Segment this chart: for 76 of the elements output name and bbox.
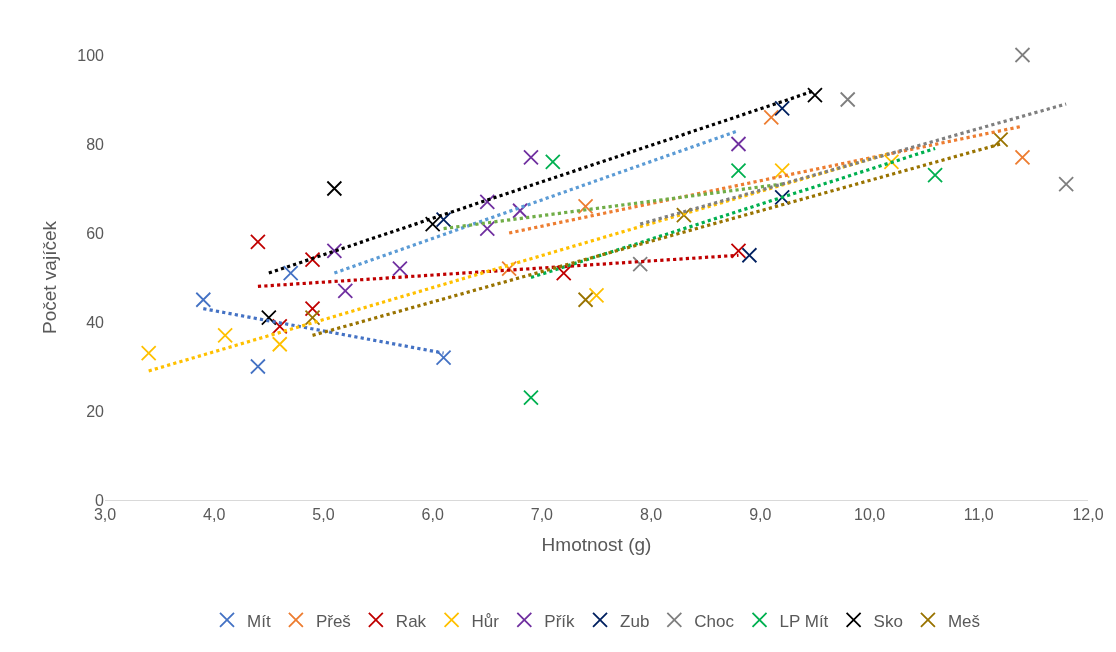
- point: [577, 291, 594, 308]
- x-tick-label: 11,0: [963, 506, 994, 524]
- legend-label: Hůr: [471, 611, 500, 631]
- x-tick-label: 9,0: [749, 506, 772, 524]
- point: [435, 211, 452, 228]
- point: [730, 242, 747, 259]
- point: [140, 345, 157, 362]
- y-tick-label: 60: [86, 224, 105, 242]
- point: [763, 109, 780, 126]
- point: [479, 193, 496, 210]
- legend-label: LP Mít: [779, 611, 829, 631]
- point: [927, 167, 943, 184]
- point: [392, 260, 408, 277]
- point: [741, 247, 758, 264]
- point: [479, 220, 496, 237]
- point: [632, 256, 649, 273]
- point: [774, 100, 791, 117]
- point: [1014, 149, 1031, 166]
- point: [250, 358, 266, 375]
- x-tick-label: 12,0: [1072, 506, 1104, 524]
- x-tick-label: 3,0: [93, 506, 117, 524]
- point: [1058, 176, 1075, 192]
- legend-label: Sko: [873, 611, 903, 631]
- point: [304, 251, 321, 268]
- x-tick-label: 5,0: [312, 506, 335, 524]
- point: [588, 287, 605, 304]
- legend-label: Choc: [694, 611, 735, 631]
- point: [992, 131, 1009, 148]
- point: [577, 198, 594, 215]
- point: [883, 153, 900, 170]
- y-tick-label: 80: [86, 135, 105, 153]
- y-tick-label: 0: [95, 491, 105, 509]
- y-tick-label: 40: [86, 313, 105, 331]
- point: [250, 234, 266, 250]
- point: [217, 327, 234, 344]
- x-tick-label: 10,0: [853, 506, 886, 524]
- point: [271, 318, 288, 335]
- point: [807, 87, 823, 103]
- point: [326, 180, 343, 197]
- legend-label: Mít: [247, 611, 271, 631]
- point: [501, 260, 518, 277]
- point: [271, 336, 288, 353]
- point: [774, 162, 791, 179]
- point: [730, 162, 747, 179]
- point: [304, 300, 321, 317]
- legend-label: Meš: [947, 611, 981, 631]
- point: [435, 349, 452, 366]
- point: [544, 153, 561, 170]
- legend-label: Zub: [620, 611, 650, 631]
- point: [730, 136, 747, 152]
- point: [337, 282, 354, 299]
- legend-label: Přík: [544, 611, 576, 631]
- point: [523, 149, 539, 166]
- point: [282, 265, 299, 281]
- x-tick-label: 4,0: [203, 506, 226, 524]
- legend-label: Rak: [395, 611, 427, 631]
- x-tick-label: 8,0: [639, 506, 663, 524]
- point: [326, 242, 343, 259]
- point: [839, 91, 856, 108]
- point: [523, 389, 539, 406]
- point: [304, 309, 321, 326]
- point: [260, 309, 277, 326]
- y-tick-label: 20: [86, 402, 105, 420]
- x-axis-title: Hmotnost (g): [541, 534, 652, 556]
- point: [1014, 47, 1031, 63]
- point: [555, 265, 572, 281]
- point: [675, 207, 692, 224]
- point: [424, 216, 441, 232]
- y-tick-label: 100: [77, 46, 105, 64]
- legend-label: Přeš: [315, 611, 351, 631]
- y-axis-title: Počet vajíček: [39, 220, 61, 334]
- x-tick-label: 7,0: [530, 506, 554, 524]
- x-tick-label: 6,0: [421, 506, 444, 524]
- point: [512, 202, 528, 219]
- point: [195, 291, 212, 308]
- point: [774, 189, 791, 206]
